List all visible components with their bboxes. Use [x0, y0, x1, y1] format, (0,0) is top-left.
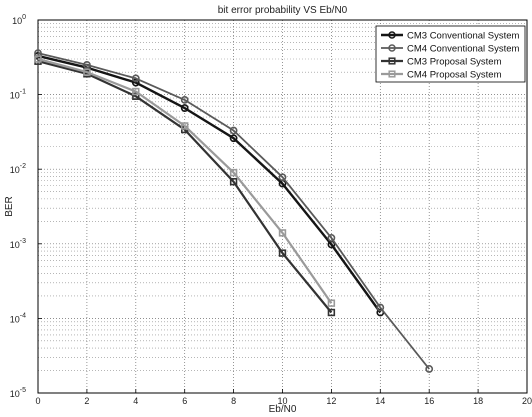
y-tick-exponent: -3 — [20, 238, 26, 245]
data-point — [131, 78, 140, 87]
legend: CM3 Conventional System CM4 Conventional … — [375, 25, 526, 83]
x-tick-label: 20 — [522, 396, 532, 406]
legend-entry: CM3 Proposal System — [407, 56, 502, 67]
data-point — [180, 104, 189, 112]
x-tick-label: 0 — [35, 396, 40, 406]
y-tick-exponent: 0 — [22, 14, 26, 21]
x-tick-label: 12 — [326, 396, 336, 406]
y-tick-exponent: -1 — [20, 89, 26, 96]
y-axis-label: BER — [4, 196, 15, 217]
data-point — [229, 168, 238, 177]
y-tick-label: 10-3 — [10, 238, 26, 250]
series-line-2 — [37, 52, 430, 370]
data-point — [327, 308, 336, 317]
x-tick-label: 6 — [182, 396, 187, 406]
data-point — [131, 74, 140, 83]
data-point — [83, 68, 91, 76]
data-point — [83, 61, 91, 69]
series-line-4 — [37, 57, 333, 304]
y-tick-label: 10-4 — [10, 312, 26, 324]
data-point — [34, 55, 42, 63]
legend-marker — [388, 57, 396, 65]
y-tick-label: 10-2 — [10, 163, 26, 175]
y-tick-exponent: -5 — [20, 387, 26, 394]
y-tick-label: 10-1 — [10, 89, 26, 101]
data-point — [229, 177, 238, 186]
data-point — [229, 126, 238, 135]
data-point — [278, 249, 287, 257]
y-tick-label: 100 — [12, 14, 26, 26]
x-tick-label: 4 — [133, 396, 138, 406]
x-tick-label: 10 — [277, 396, 287, 406]
x-tick-label: 8 — [231, 396, 236, 406]
series-line-1 — [37, 54, 382, 314]
data-point — [278, 173, 287, 182]
series-layer — [34, 49, 434, 373]
legend-marker — [388, 70, 396, 78]
data-point — [327, 233, 336, 242]
legend-marker — [388, 44, 396, 52]
x-axis-label: Eb/N0 — [269, 404, 297, 415]
minor-grid — [38, 23, 527, 371]
y-tick-exponent: -4 — [20, 312, 26, 319]
data-point — [132, 87, 140, 96]
data-point — [278, 229, 287, 237]
x-tick-label: 18 — [473, 396, 483, 406]
legend-marker — [388, 31, 396, 39]
legend-entry: CM4 Proposal System — [407, 69, 502, 80]
data-point — [327, 299, 336, 307]
y-tick-exponent: -2 — [20, 163, 26, 170]
legend-entry: CM4 Conventional System — [407, 43, 520, 54]
data-point — [180, 95, 189, 104]
chart-title: bit error probability VS Eb/N0 — [218, 5, 348, 16]
data-point — [132, 92, 140, 100]
legend-entry: CM3 Conventional System — [407, 30, 520, 41]
x-tick-label: 16 — [424, 396, 434, 406]
y-tick-label: 10-5 — [10, 387, 26, 399]
data-point — [181, 122, 189, 130]
x-tick-label: 14 — [375, 396, 385, 406]
data-point — [229, 134, 238, 143]
x-tick-label: 2 — [84, 396, 89, 406]
data-point — [425, 365, 434, 373]
data-point — [376, 303, 385, 312]
